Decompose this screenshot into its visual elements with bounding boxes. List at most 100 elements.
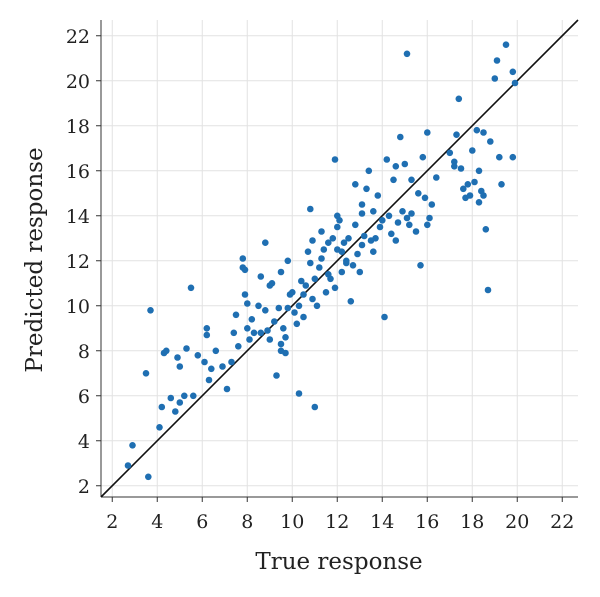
- y-tick-label: 18: [66, 116, 90, 138]
- data-point: [219, 363, 226, 370]
- data-point: [302, 282, 310, 289]
- data-point: [388, 230, 395, 238]
- data-point: [390, 176, 397, 184]
- data-point: [358, 201, 366, 208]
- data-point: [372, 235, 379, 242]
- data-point: [228, 358, 235, 366]
- data-point: [392, 237, 400, 244]
- data-point: [345, 235, 352, 242]
- data-point: [158, 403, 166, 411]
- data-point: [358, 210, 366, 217]
- data-point: [313, 302, 321, 310]
- data-point: [282, 349, 289, 357]
- data-point: [403, 214, 411, 222]
- reference-line: [100, 19, 579, 498]
- data-point: [282, 334, 289, 341]
- data-point: [338, 268, 346, 276]
- y-tick-label: 22: [66, 26, 90, 48]
- data-point: [334, 223, 341, 231]
- data-point: [275, 304, 283, 312]
- data-point: [176, 399, 184, 406]
- data-point: [298, 277, 305, 285]
- data-point: [194, 352, 202, 359]
- data-point: [509, 153, 517, 161]
- data-point: [307, 259, 314, 267]
- data-point: [428, 201, 436, 208]
- y-tick-label: 12: [66, 251, 90, 273]
- data-point: [365, 167, 373, 175]
- data-point: [446, 149, 454, 157]
- data-point: [358, 241, 366, 249]
- data-point: [502, 41, 510, 48]
- data-point: [172, 408, 179, 415]
- y-tick-label: 2: [78, 476, 90, 498]
- y-tick-label: 6: [78, 386, 90, 408]
- data-point: [471, 178, 478, 186]
- data-point: [408, 176, 415, 184]
- data-point: [239, 255, 247, 262]
- data-point: [156, 424, 163, 431]
- x-tick-label: 12: [325, 511, 349, 533]
- data-point: [394, 219, 402, 226]
- data-point: [124, 462, 132, 469]
- data-point: [183, 345, 190, 352]
- y-tick-label: 4: [78, 431, 90, 453]
- data-point: [309, 295, 316, 303]
- data-point: [318, 228, 325, 235]
- data-point: [147, 307, 154, 314]
- data-point: [392, 163, 400, 170]
- data-point: [340, 239, 348, 246]
- data-point: [304, 248, 312, 255]
- data-point: [268, 280, 276, 287]
- data-point: [250, 329, 258, 337]
- data-point: [232, 311, 240, 319]
- data-point: [491, 75, 499, 82]
- data-point: [352, 221, 359, 229]
- data-point: [262, 307, 269, 314]
- data-point: [329, 235, 337, 242]
- data-point: [331, 284, 339, 292]
- data-points: [124, 41, 519, 481]
- data-point: [244, 300, 251, 307]
- y-tick-label: 20: [66, 71, 90, 93]
- data-point: [300, 291, 307, 298]
- x-tick-label: 4: [151, 511, 163, 533]
- data-point: [203, 325, 211, 332]
- data-point: [277, 268, 285, 276]
- data-point: [307, 205, 314, 213]
- data-point: [255, 302, 262, 310]
- data-point: [397, 133, 404, 141]
- data-point: [320, 246, 328, 253]
- data-point: [176, 363, 184, 370]
- y-tick-label: 10: [66, 296, 90, 318]
- data-point: [257, 273, 265, 280]
- data-point: [295, 302, 303, 310]
- data-point: [289, 289, 296, 296]
- data-point: [379, 217, 386, 224]
- data-point: [360, 232, 368, 240]
- x-tick-label: 18: [460, 511, 484, 533]
- data-point: [241, 266, 249, 274]
- data-point: [347, 298, 355, 305]
- data-point: [399, 208, 406, 215]
- data-point: [241, 291, 249, 298]
- data-point: [246, 336, 253, 343]
- x-tick-label: 16: [415, 511, 439, 533]
- data-point: [271, 318, 278, 325]
- data-point: [352, 181, 359, 188]
- data-point: [280, 325, 287, 332]
- data-point: [455, 95, 463, 103]
- data-point: [311, 275, 319, 283]
- data-point: [475, 167, 483, 175]
- data-point: [473, 126, 481, 134]
- data-point: [167, 394, 175, 402]
- data-point: [424, 129, 431, 136]
- data-point: [325, 239, 332, 246]
- data-point: [174, 354, 181, 361]
- data-point: [419, 153, 427, 161]
- data-point: [381, 313, 388, 321]
- axes: [96, 20, 578, 502]
- y-axis-title: Predicted response: [22, 147, 48, 372]
- data-point: [203, 331, 211, 339]
